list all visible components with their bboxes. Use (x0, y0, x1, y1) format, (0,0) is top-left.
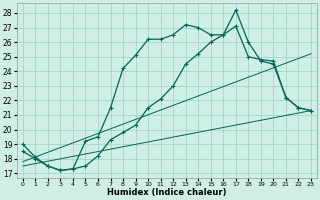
X-axis label: Humidex (Indice chaleur): Humidex (Indice chaleur) (107, 188, 227, 197)
